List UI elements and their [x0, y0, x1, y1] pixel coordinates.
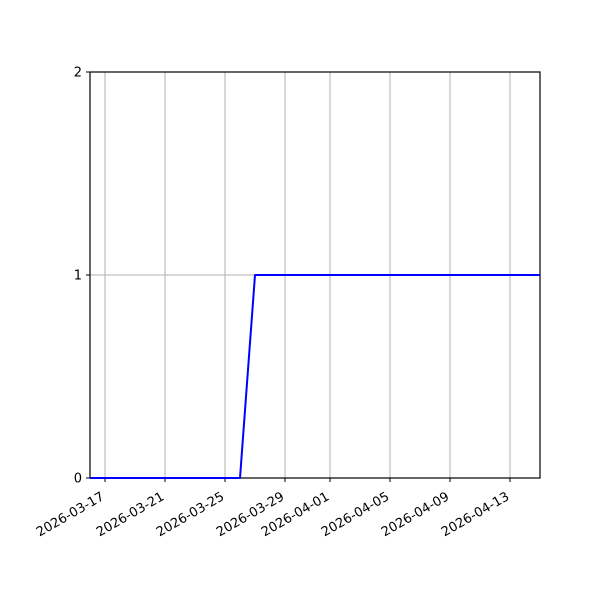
y-tick-label: 0: [74, 472, 82, 487]
y-tick-labels: 0 1 2: [74, 66, 82, 487]
y-tick-label: 1: [74, 269, 82, 284]
y-tick-label: 2: [74, 66, 82, 81]
tick-marks: [86, 71, 511, 482]
series-line-step-series: [90, 274, 540, 479]
